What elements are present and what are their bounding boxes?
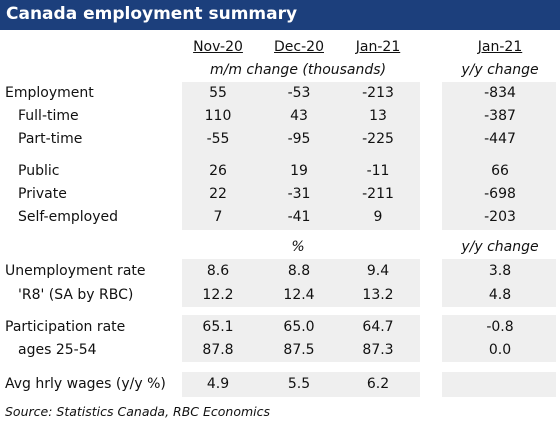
- cell-value: -95: [287, 131, 311, 147]
- cell-value: 43: [290, 108, 308, 124]
- cell-value: -387: [484, 108, 516, 124]
- cell-value: -55: [206, 131, 230, 147]
- cell-value: -53: [287, 85, 311, 101]
- cell-value: -834: [484, 85, 516, 101]
- cell-value: 8.8: [287, 263, 311, 279]
- row-label: Avg hrly wages (y/y %): [5, 376, 166, 392]
- row-label: ages 25-54: [18, 342, 97, 358]
- shaded-block: [182, 82, 420, 230]
- cell-value: 4.9: [206, 376, 230, 392]
- row-label: 'R8' (SA by RBC): [18, 287, 134, 303]
- row-label: Employment: [5, 85, 94, 101]
- shaded-block: [442, 259, 556, 307]
- row-label: Unemployment rate: [5, 263, 146, 279]
- cell-value: 7: [213, 209, 223, 225]
- unit-label: m/m change (thousands): [209, 62, 387, 78]
- row-label: Participation rate: [5, 319, 126, 335]
- cell-value: -0.8: [486, 319, 514, 335]
- column-header: Dec-20: [274, 39, 324, 55]
- row-label: Public: [18, 163, 60, 179]
- cell-value: 4.8: [488, 287, 512, 303]
- shaded-block: [182, 315, 420, 362]
- cell-value: 12.4: [283, 287, 315, 303]
- cell-value: 65.1: [202, 319, 234, 335]
- row-label: Self-employed: [18, 209, 118, 225]
- cell-value: 9: [373, 209, 383, 225]
- cell-value: 13.2: [362, 287, 394, 303]
- cell-value: 66: [491, 163, 509, 179]
- column-header: Nov-20: [193, 39, 243, 55]
- shaded-block: [442, 315, 556, 362]
- cell-value: 19: [290, 163, 308, 179]
- cell-value: -698: [484, 186, 516, 202]
- row-label: Private: [18, 186, 67, 202]
- cell-value: 8.6: [206, 263, 230, 279]
- cell-value: 9.4: [366, 263, 390, 279]
- cell-value: 3.8: [488, 263, 512, 279]
- shaded-block: [442, 82, 556, 230]
- cell-value: -225: [362, 131, 394, 147]
- cell-value: 64.7: [362, 319, 394, 335]
- column-header: Jan-21: [477, 39, 523, 55]
- unit-label: y/y change: [461, 62, 539, 78]
- cell-value: 55: [209, 85, 227, 101]
- row-label: Full-time: [18, 108, 79, 124]
- cell-value: -203: [484, 209, 516, 225]
- unit-label: y/y change: [461, 239, 539, 255]
- column-header: Jan-21: [355, 39, 401, 55]
- source-note: Source: Statistics Canada, RBC Economics: [5, 404, 271, 419]
- cell-value: -447: [484, 131, 516, 147]
- cell-value: 87.5: [283, 342, 315, 358]
- cell-value: 5.5: [287, 376, 311, 392]
- cell-value: -41: [287, 209, 311, 225]
- cell-value: -213: [362, 85, 394, 101]
- unit-label: %: [291, 239, 305, 255]
- cell-value: -211: [362, 186, 394, 202]
- shaded-block: [182, 372, 420, 397]
- cell-value: 6.2: [366, 376, 390, 392]
- cell-value: 13: [369, 108, 387, 124]
- cell-value: 87.3: [362, 342, 394, 358]
- title: Canada employment summary: [6, 4, 298, 24]
- cell-value: 110: [204, 108, 232, 124]
- cell-value: -31: [287, 186, 311, 202]
- shaded-block: [182, 259, 420, 307]
- title-bar: Canada employment summary: [0, 0, 560, 30]
- cell-value: 0.0: [488, 342, 512, 358]
- cell-value: 12.2: [202, 287, 234, 303]
- cell-value: 22: [209, 186, 227, 202]
- shaded-block: [442, 372, 556, 397]
- cell-value: 87.8: [202, 342, 234, 358]
- cell-value: 26: [209, 163, 227, 179]
- cell-value: 65.0: [283, 319, 315, 335]
- cell-value: -11: [366, 163, 390, 179]
- row-label: Part-time: [18, 131, 83, 147]
